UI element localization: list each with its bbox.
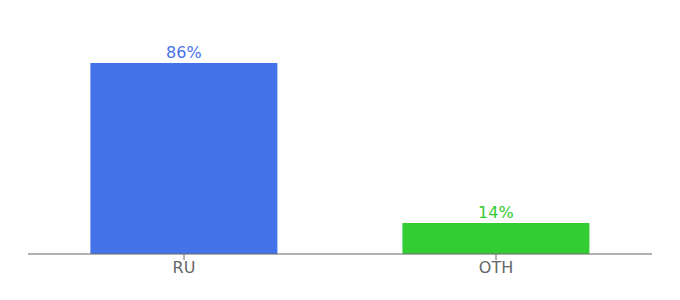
svg-text:RU: RU xyxy=(173,258,196,277)
svg-text:OTH: OTH xyxy=(479,258,513,277)
svg-text:14%: 14% xyxy=(478,203,514,222)
svg-text:86%: 86% xyxy=(166,43,202,62)
